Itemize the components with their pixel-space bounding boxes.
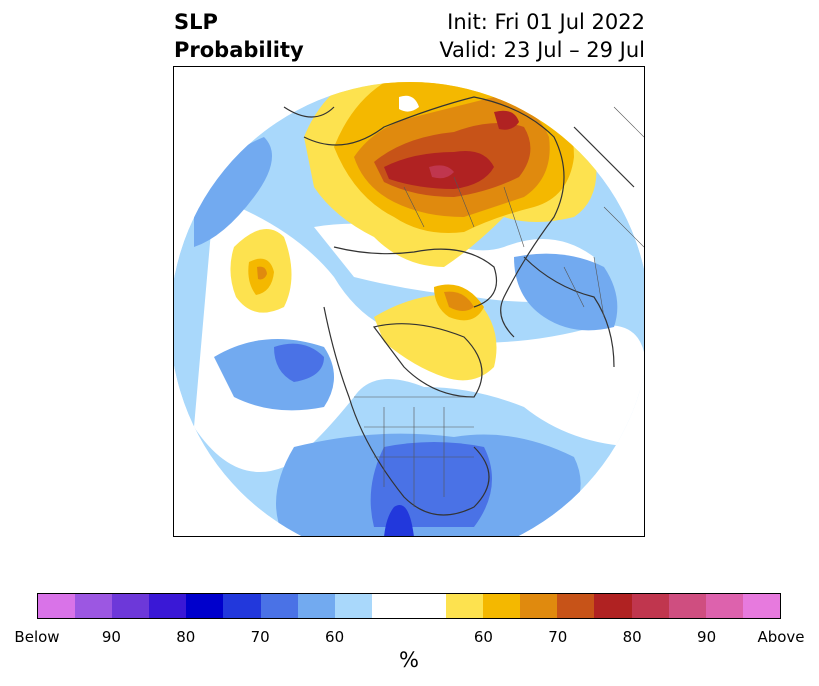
- below-normal-region: [194, 137, 272, 247]
- colorbar-segment: [668, 594, 706, 618]
- colorbar-segment: [371, 594, 447, 618]
- above-normal-region: [429, 165, 454, 179]
- coastlines: [283, 96, 635, 516]
- title-quantity: Probability: [174, 38, 304, 62]
- colorbar-segment: [446, 594, 484, 618]
- colorbar-segment: [75, 594, 113, 618]
- colorbar-segment: [38, 594, 76, 618]
- colorbar-segment: [705, 594, 743, 618]
- colorbar: [37, 593, 781, 619]
- colorbar-tick-label: 90: [101, 628, 121, 646]
- colorbar-tick-label: 70: [548, 628, 568, 646]
- colorbar-tick-label: 60: [325, 628, 345, 646]
- colorbar-tick-label: 80: [176, 628, 196, 646]
- above-normal-region: [257, 266, 267, 280]
- colorbar-segment: [260, 594, 298, 618]
- colorbar-segment: [112, 594, 150, 618]
- forecast-dates: Init: Fri 01 Jul 2022 Valid: 23 Jul – 29…: [439, 8, 645, 64]
- above-normal-region: [494, 110, 519, 130]
- colorbar-segment: [557, 594, 595, 618]
- colorbar-tick-label: 90: [697, 628, 717, 646]
- colorbar-segment: [223, 594, 261, 618]
- colorbar-tick-label: Below: [14, 628, 60, 646]
- below-normal-region: [384, 505, 414, 536]
- colorbar-segment: [334, 594, 372, 618]
- below-normal-region: [274, 343, 324, 382]
- colorbar-tick-label: 70: [250, 628, 270, 646]
- probability-map: [174, 82, 644, 536]
- title-variable: SLP: [174, 10, 218, 34]
- map-panel: [173, 66, 645, 537]
- neutral-region: [399, 95, 419, 112]
- colorbar-tick-label: Above: [757, 628, 805, 646]
- colorbar-segment: [483, 594, 521, 618]
- colorbar-segment: [742, 594, 780, 618]
- political-borders: [354, 106, 644, 507]
- colorbar-segment: [149, 594, 187, 618]
- colorbar-segment: [297, 594, 335, 618]
- below-normal-region: [370, 442, 492, 527]
- above-normal-region: [444, 291, 474, 311]
- plot-title: SLP Probability: [174, 8, 304, 64]
- colorbar-unit-label: %: [399, 648, 419, 672]
- colorbar-tick-label: 80: [622, 628, 642, 646]
- colorbar-segment: [631, 594, 669, 618]
- below-normal-region: [514, 253, 618, 331]
- colorbar-segment: [520, 594, 558, 618]
- colorbar-tick-label: 60: [473, 628, 493, 646]
- colorbar-segment: [186, 594, 224, 618]
- valid-period: Valid: 23 Jul – 29 Jul: [439, 38, 645, 62]
- init-date: Init: Fri 01 Jul 2022: [447, 10, 645, 34]
- colorbar-segment: [594, 594, 632, 618]
